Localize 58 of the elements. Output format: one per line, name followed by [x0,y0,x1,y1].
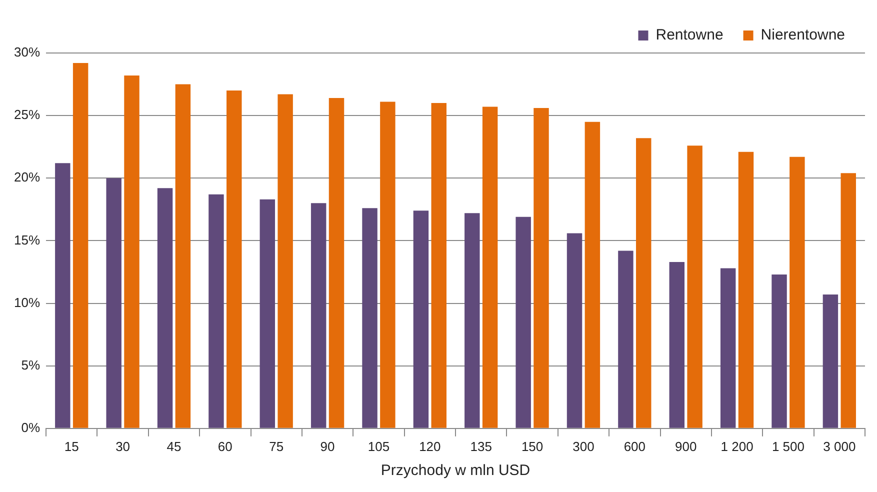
bar [278,94,293,428]
bar [310,203,326,428]
y-tick-label: 5% [21,357,40,372]
bar [157,188,173,428]
bar [380,102,396,428]
bar [566,233,582,428]
bar [584,122,600,428]
bar [208,194,224,428]
y-tick-label: 20% [14,170,40,185]
bar [636,138,652,428]
legend-label: Rentowne [656,26,724,44]
y-tick-label: 25% [14,107,40,122]
bar [464,213,480,428]
bar [516,216,531,428]
x-tick-label: 105 [368,438,390,454]
bar [362,208,378,428]
bar [55,163,70,428]
bar [840,173,856,428]
x-tick-label: 900 [674,438,697,454]
legend-label: Nierentowne [760,26,846,44]
x-tick-label: 30 [116,438,130,454]
bar [413,210,429,428]
bar [106,178,122,428]
y-tick-label: 0% [21,420,40,435]
y-tick-label: 30% [14,44,40,60]
y-tick-label: 15% [14,232,40,248]
bar [618,250,634,428]
x-tick-label: 90 [320,438,335,454]
x-tick-label: 120 [419,438,441,454]
bar [790,156,805,428]
x-tick-label: 300 [572,438,594,454]
bar [124,76,140,428]
x-axis-title: Przychody w mln USD [380,462,530,480]
bar [260,199,276,428]
x-tick-label: 135 [470,438,492,454]
x-tick-label: 45 [166,438,182,454]
x-tick-label: 1 200 [720,438,754,454]
bar [328,98,344,428]
x-tick-label: 3 000 [823,438,856,454]
x-tick-label: 600 [624,438,646,454]
bar [175,84,191,428]
bar [534,108,549,428]
bar [72,63,88,428]
x-tick-label: 60 [218,438,232,454]
x-tick-label: 1 500 [772,438,804,454]
y-tick-label: 10% [14,294,40,310]
bar [720,268,736,428]
bar [669,262,685,428]
bar [772,274,787,428]
x-tick-label: 75 [269,438,284,454]
x-tick-label: 15 [64,438,79,454]
bar [738,152,754,428]
bar [431,103,446,428]
bar [687,146,702,428]
x-tick-label: 150 [521,438,544,454]
bar [822,294,838,428]
bar [482,106,498,428]
bar [226,90,242,428]
